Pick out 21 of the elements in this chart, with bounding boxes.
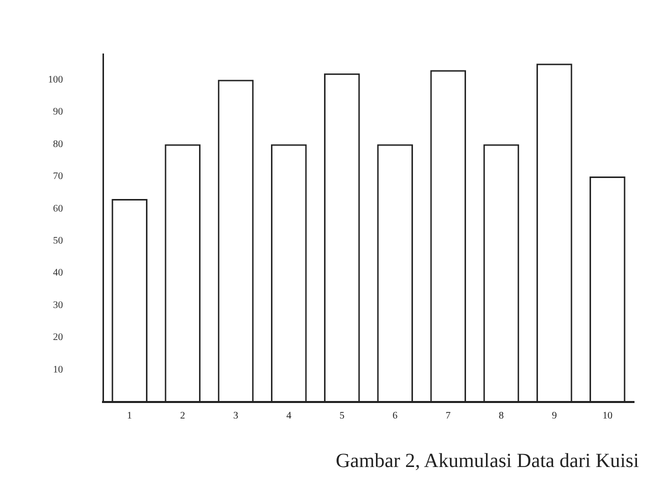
x-tick-label: 2 <box>180 410 186 422</box>
x-tick-label: 7 <box>446 410 451 422</box>
y-tick-label: 40 <box>53 268 63 279</box>
x-tick-label: 3 <box>233 410 238 422</box>
y-tick-label: 20 <box>53 332 63 344</box>
x-tick-label: 10 <box>602 410 612 422</box>
x-tick-label: 1 <box>127 410 132 422</box>
x-tick-label: 4 <box>286 410 292 422</box>
y-tick-label: 50 <box>53 236 63 247</box>
y-tick-label: 10 <box>53 364 63 376</box>
y-tick-label: 70 <box>53 171 63 182</box>
text: Gambar 2, Akumulasi Data dari Kuisi <box>334 450 639 473</box>
y-tick-label: 30 <box>53 300 63 311</box>
x-tick-label: 9 <box>552 410 557 422</box>
x-tick-label: 8 <box>498 410 504 422</box>
y-tick-label: 100 <box>48 74 63 86</box>
x-tick-label: 5 <box>339 410 344 422</box>
y-tick-label: 60 <box>53 203 63 214</box>
y-tick-label: 80 <box>53 138 63 150</box>
y-tick-label: 90 <box>53 106 63 118</box>
x-tick-label: 6 <box>392 410 398 422</box>
